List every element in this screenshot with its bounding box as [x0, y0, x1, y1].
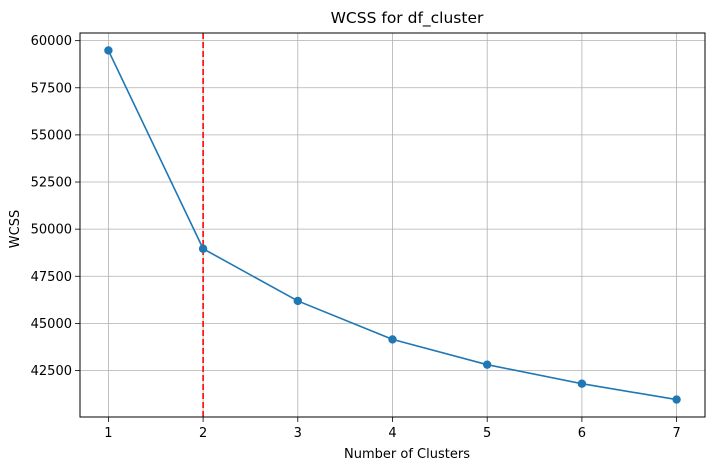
- y-tick-label: 42500: [31, 364, 72, 379]
- data-point: [578, 380, 586, 388]
- y-tick-label: 57500: [31, 81, 72, 96]
- chart-title: WCSS for df_cluster: [331, 9, 484, 28]
- x-tick-label: 5: [483, 426, 491, 441]
- y-axis-label: WCSS: [8, 210, 23, 248]
- y-tick-label: 55000: [31, 128, 72, 143]
- data-point: [104, 46, 112, 54]
- x-tick-label: 2: [199, 426, 207, 441]
- y-tick-label: 60000: [31, 34, 72, 49]
- y-tick-label: 50000: [31, 223, 72, 238]
- x-tick-label: 1: [104, 426, 112, 441]
- x-axis-label: Number of Clusters: [344, 447, 470, 462]
- data-point: [483, 360, 491, 368]
- y-tick-label: 52500: [31, 176, 72, 191]
- data-point: [294, 297, 302, 305]
- x-tick-label: 4: [388, 426, 396, 441]
- x-tick-label: 6: [578, 426, 586, 441]
- data-point: [199, 245, 207, 253]
- y-tick-label: 47500: [31, 270, 72, 285]
- y-tick-label: 45000: [31, 317, 72, 332]
- x-tick-label: 3: [294, 426, 302, 441]
- data-point: [672, 395, 680, 403]
- x-tick-label: 7: [672, 426, 680, 441]
- data-point: [388, 335, 396, 343]
